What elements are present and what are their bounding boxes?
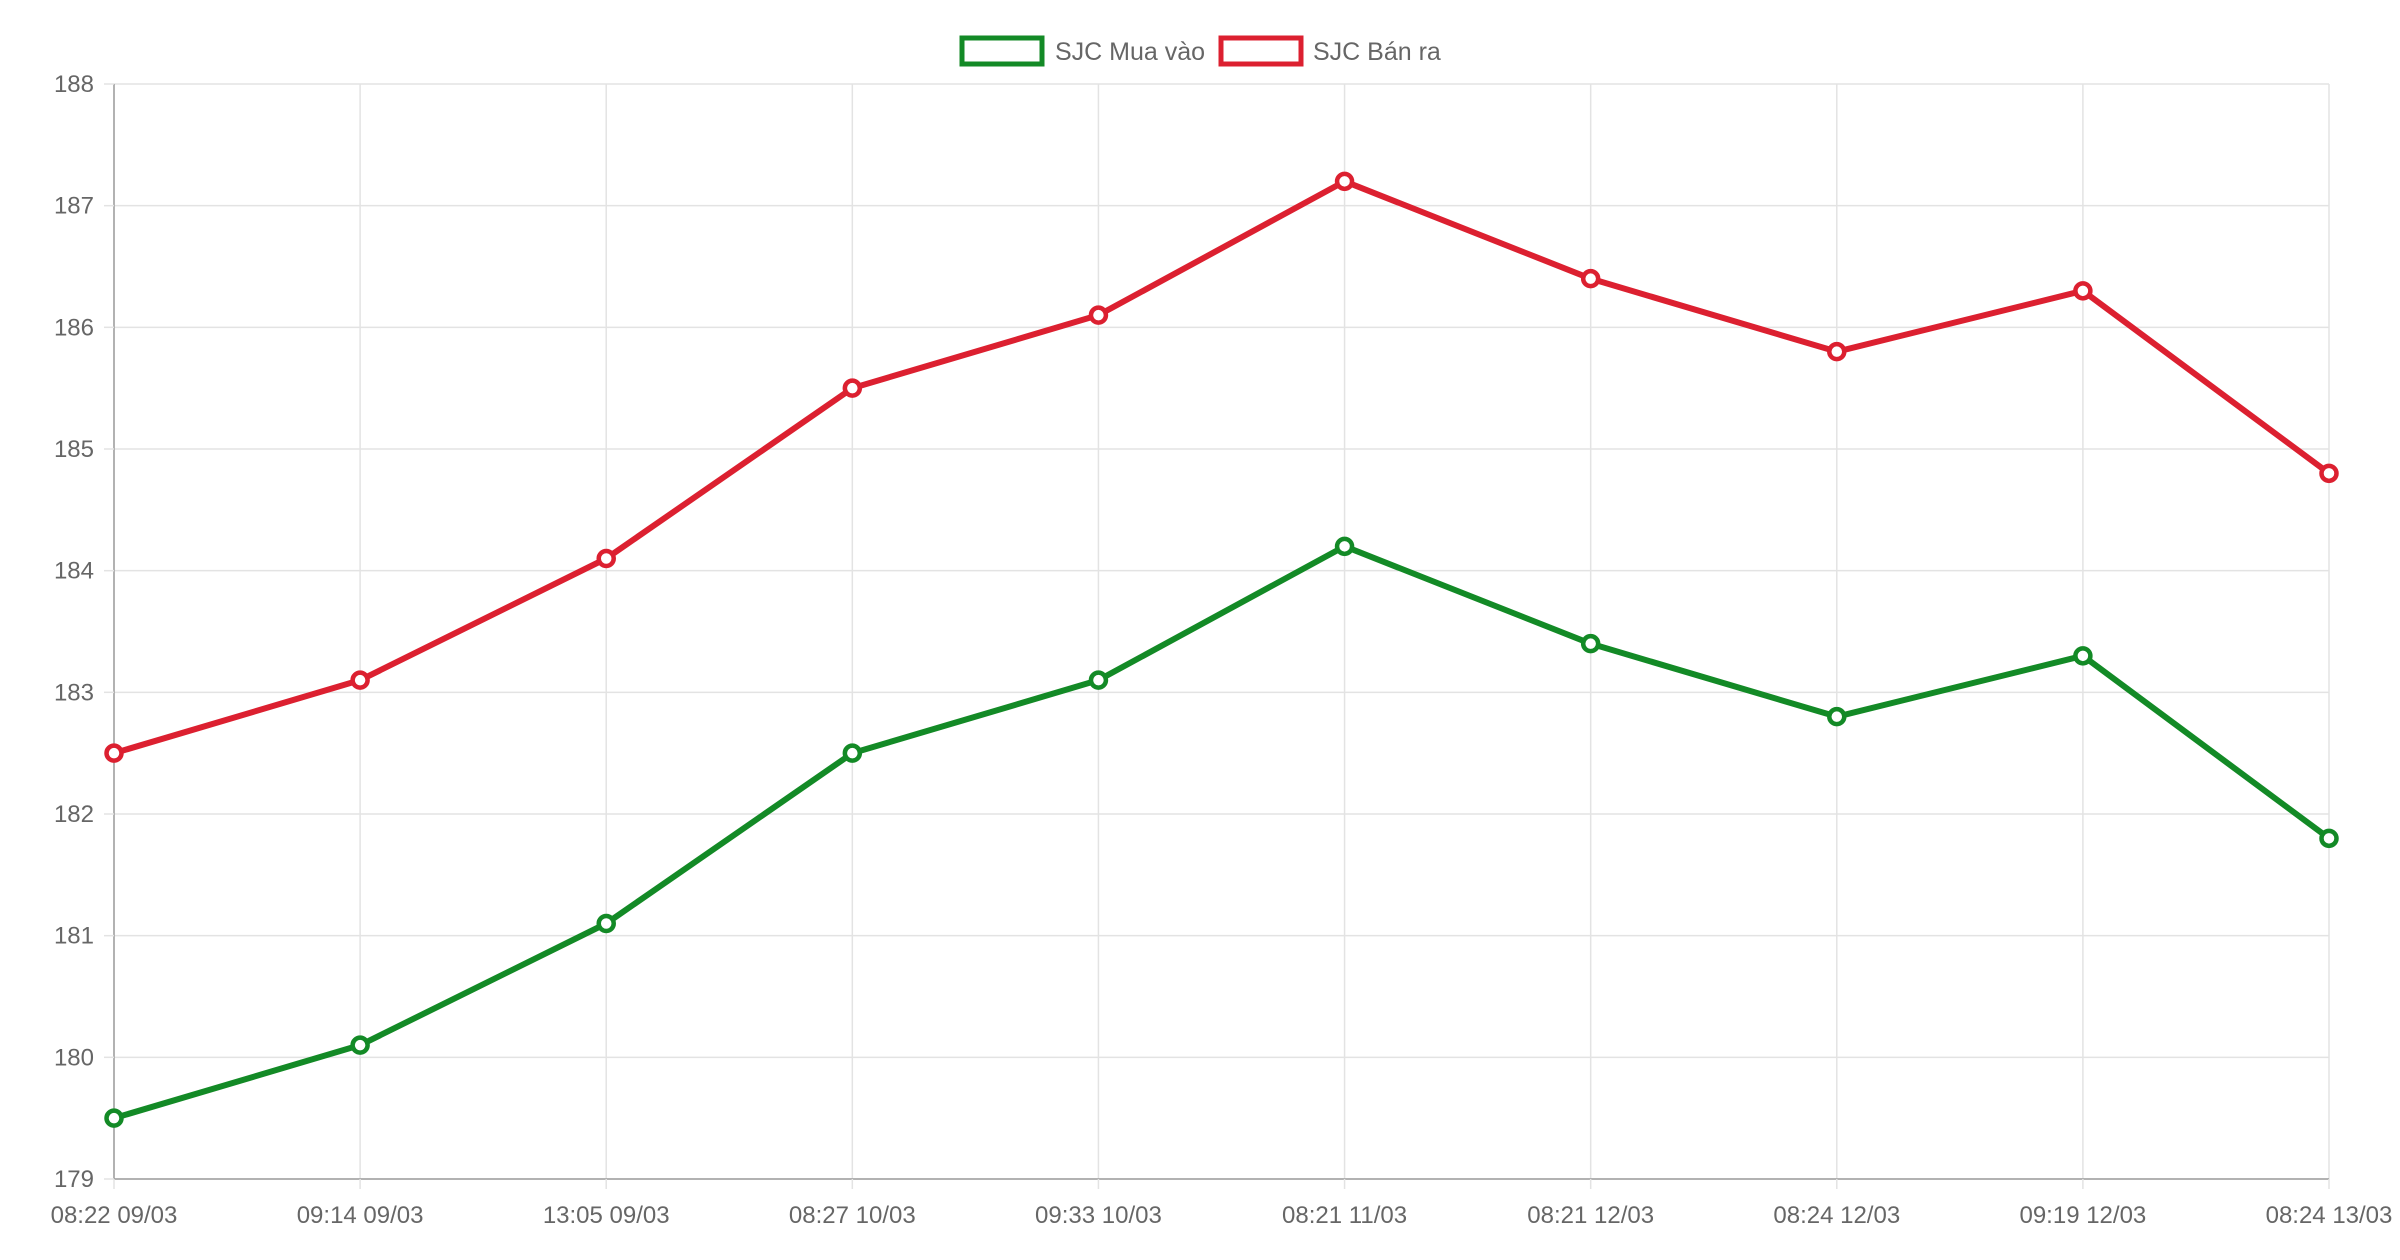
- y-tick-label: 186: [54, 314, 94, 341]
- data-point-ban-ra[interactable]: [1334, 171, 1355, 192]
- y-tick-label: 180: [54, 1044, 94, 1071]
- x-tick-label: 08:24 13/03: [2266, 1202, 2393, 1229]
- data-point-ban-ra[interactable]: [1827, 341, 1847, 362]
- y-tick-label: 188: [54, 71, 94, 98]
- x-tick-label: 09:33 10/03: [1035, 1202, 1162, 1229]
- data-point-ban-ra[interactable]: [1088, 305, 1109, 325]
- legend-item-mua-vao[interactable]: SJC Mua vào: [959, 35, 1205, 67]
- data-point-ban-ra[interactable]: [104, 743, 124, 763]
- x-tick-label: 08:21 12/03: [1527, 1202, 1654, 1229]
- series-line-mua-vao: [111, 543, 2332, 1122]
- legend-label-mua-vao[interactable]: SJC Mua vào: [1055, 38, 1205, 66]
- series-ban-ra: [104, 171, 2339, 763]
- x-tick-label: 13:05 09/03: [543, 1202, 670, 1229]
- data-point-mua-vao[interactable]: [1580, 633, 1601, 654]
- y-tick-label: 179: [54, 1166, 94, 1193]
- series-mua-vao: [104, 536, 2339, 1128]
- data-point-mua-vao[interactable]: [1088, 670, 1109, 690]
- data-point-mua-vao[interactable]: [842, 743, 863, 763]
- data-point-mua-vao[interactable]: [350, 1035, 370, 1055]
- data-point-ban-ra[interactable]: [2073, 281, 2093, 301]
- legend-item-ban-ra[interactable]: SJC Bán ra: [1218, 35, 1441, 67]
- x-tick-label: 08:24 12/03: [1773, 1202, 1900, 1229]
- y-tick-label: 187: [54, 193, 94, 220]
- x-tick-label: 08:22 09/03: [51, 1202, 178, 1229]
- data-point-ban-ra[interactable]: [596, 548, 616, 569]
- y-tick-label: 181: [54, 923, 94, 950]
- data-point-mua-vao[interactable]: [2073, 646, 2093, 666]
- x-axis-ticks: 08:22 09/03 09:14 09/03 13:05 09/03 08:27 1…: [51, 1179, 2393, 1229]
- x-tick-label: 08:21 11/03: [1282, 1202, 1407, 1229]
- x-tick-label: 09:14 09/03: [297, 1202, 424, 1229]
- y-tick-label: 183: [54, 679, 94, 706]
- data-point-mua-vao[interactable]: [2319, 828, 2339, 849]
- data-point-ban-ra[interactable]: [2319, 463, 2339, 484]
- y-tick-label: 185: [54, 436, 94, 463]
- series: [104, 171, 2339, 1128]
- y-axis-ticks: 179 180 181 182 183 184 185 186 187 188: [54, 71, 114, 1193]
- data-point-mua-vao[interactable]: [596, 913, 616, 934]
- x-tick-label: 08:27 10/03: [789, 1202, 916, 1229]
- data-point-mua-vao[interactable]: [1827, 706, 1847, 727]
- legend-label-ban-ra[interactable]: SJC Bán ra: [1313, 38, 1441, 66]
- data-point-mua-vao[interactable]: [104, 1108, 124, 1128]
- legend-swatch-mua-vao[interactable]: [959, 35, 1045, 67]
- x-tick-label: 09:19 12/03: [2019, 1202, 2146, 1229]
- legend-swatch-ban-ra[interactable]: [1218, 35, 1304, 67]
- data-point-ban-ra[interactable]: [350, 670, 370, 690]
- data-point-ban-ra[interactable]: [1580, 268, 1601, 289]
- data-point-mua-vao[interactable]: [1334, 536, 1355, 557]
- legend[interactable]: SJC Mua vào SJC Bán ra: [959, 35, 1441, 67]
- data-point-ban-ra[interactable]: [842, 378, 863, 398]
- y-tick-label: 182: [54, 801, 94, 828]
- axes: [113, 84, 2329, 1180]
- series-line-ban-ra: [111, 178, 2332, 757]
- y-tick-label: 184: [54, 558, 94, 585]
